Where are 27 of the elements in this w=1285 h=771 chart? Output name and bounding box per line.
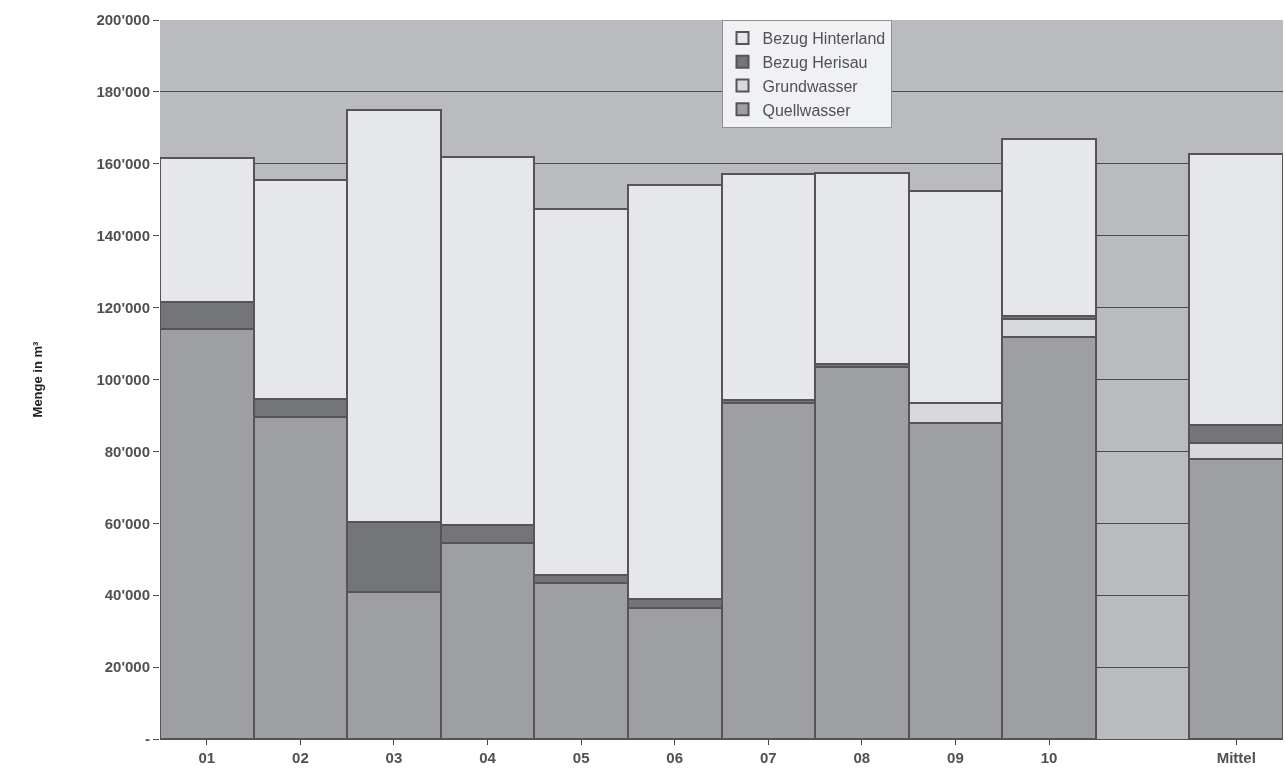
x-tick-label: 04 [479, 749, 497, 766]
y-axis-title: Menge in m³ [30, 340, 46, 418]
x-tick-label: 03 [385, 749, 403, 766]
x-tick-label: 01 [198, 749, 216, 766]
y-tick-label: 180'000 [96, 83, 150, 101]
y-tick-label: 20'000 [104, 658, 150, 676]
y-tick-label: 120'000 [96, 298, 150, 316]
x-tick-label: Mittel [1216, 749, 1256, 766]
legend-label: Grundwasser [762, 77, 859, 95]
x-tick-label: 06 [666, 749, 684, 766]
y-tick-label: - [145, 730, 150, 748]
x-tick-label: 02 [292, 749, 309, 766]
x-tick-label: 08 [853, 749, 871, 766]
x-tick-label: 09 [947, 749, 964, 766]
legend-label: Quellwasser [762, 101, 852, 119]
legend-label: Bezug Hinterland [762, 30, 886, 48]
y-tick-label: 200'000 [96, 11, 150, 29]
y-tick-label: 80'000 [104, 442, 150, 460]
y-tick-label: 60'000 [104, 514, 150, 532]
y-tick-label: 40'000 [104, 586, 150, 604]
y-tick-label: 160'000 [96, 155, 150, 173]
x-tick-label: 07 [759, 749, 777, 766]
x-tick-label: 05 [572, 749, 590, 766]
y-tick-label: 100'000 [96, 370, 150, 388]
y-tick-label: 140'000 [96, 226, 150, 244]
x-tick-label: 10 [1040, 749, 1058, 766]
legend-label: Bezug Herisau [762, 53, 868, 71]
